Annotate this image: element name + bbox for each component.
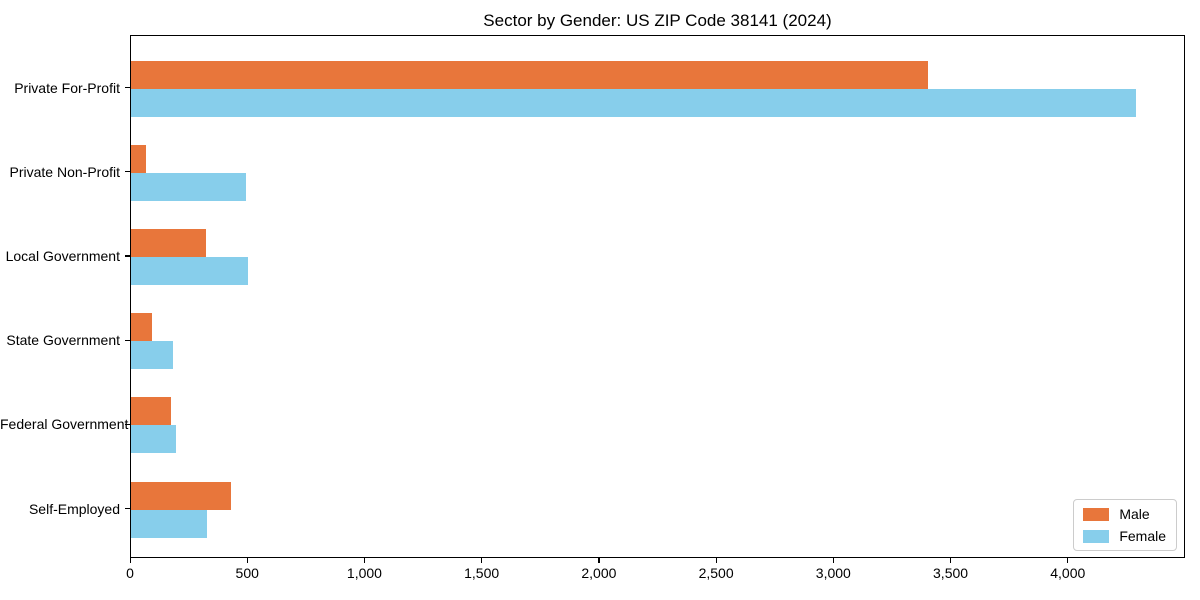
bar-female-local-government	[131, 256, 249, 285]
bar-male-local-government	[131, 228, 207, 257]
x-tick-label-4000: 4,000	[1050, 565, 1086, 581]
legend-swatch-female	[1083, 529, 1110, 543]
bar-female-state-government	[131, 341, 174, 370]
y-tick-private-for-profit	[125, 87, 130, 89]
y-tick-federal-government	[125, 423, 130, 425]
x-tick-label-1000: 1,000	[346, 565, 382, 581]
y-label-self-employed: Self-Employed	[28, 500, 120, 517]
bar-female-private-non-profit	[131, 172, 246, 201]
x-tick-label-3000: 3,000	[815, 565, 851, 581]
bar-male-private-non-profit	[131, 144, 147, 173]
plot-area: Male Female	[130, 35, 1185, 558]
legend-item-male: Male	[1083, 506, 1166, 522]
bar-male-self-employed	[131, 481, 231, 510]
y-label-federal-government: Federal Government	[0, 416, 129, 433]
bar-female-private-for-profit	[131, 88, 1136, 117]
bar-male-state-government	[131, 313, 153, 342]
x-tick-0	[129, 558, 131, 563]
chart-title: Sector by Gender: US ZIP Code 38141 (202…	[483, 11, 832, 30]
y-label-local-government: Local Government	[5, 247, 120, 264]
x-tick-label-1500: 1,500	[464, 565, 500, 581]
bar-female-federal-government	[131, 425, 176, 454]
x-tick-3000	[832, 558, 835, 563]
x-tick-3500	[950, 558, 952, 563]
x-tick-label-2000: 2,000	[581, 565, 617, 581]
x-tick-label-500: 500	[235, 565, 259, 581]
y-label-state-government: State Government	[6, 332, 120, 349]
legend-label-female: Female	[1119, 528, 1166, 544]
legend-label-male: Male	[1119, 506, 1150, 522]
legend-item-female: Female	[1083, 528, 1166, 544]
bar-male-private-for-profit	[131, 60, 929, 89]
y-label-private-for-profit: Private For-Profit	[14, 79, 120, 96]
x-tick-label-3500: 3,500	[933, 565, 969, 581]
y-tick-private-non-profit	[125, 171, 130, 173]
y-tick-local-government	[125, 255, 130, 257]
legend-swatch-male	[1083, 507, 1110, 521]
y-tick-state-government	[125, 339, 130, 341]
bar-female-self-employed	[131, 509, 208, 538]
legend: Male Female	[1073, 499, 1177, 551]
bar-male-federal-government	[131, 397, 171, 426]
y-label-private-non-profit: Private Non-Profit	[9, 163, 120, 180]
x-tick-label-0: 0	[126, 565, 134, 581]
x-tick-2000	[598, 558, 600, 563]
x-tick-1000	[363, 558, 366, 563]
x-tick-1500	[481, 558, 483, 563]
x-tick-500	[246, 558, 248, 563]
x-tick-2500	[715, 558, 717, 563]
x-tick-label-2500: 2,500	[698, 565, 734, 581]
y-tick-self-employed	[125, 508, 130, 510]
x-tick-4000	[1067, 558, 1069, 563]
